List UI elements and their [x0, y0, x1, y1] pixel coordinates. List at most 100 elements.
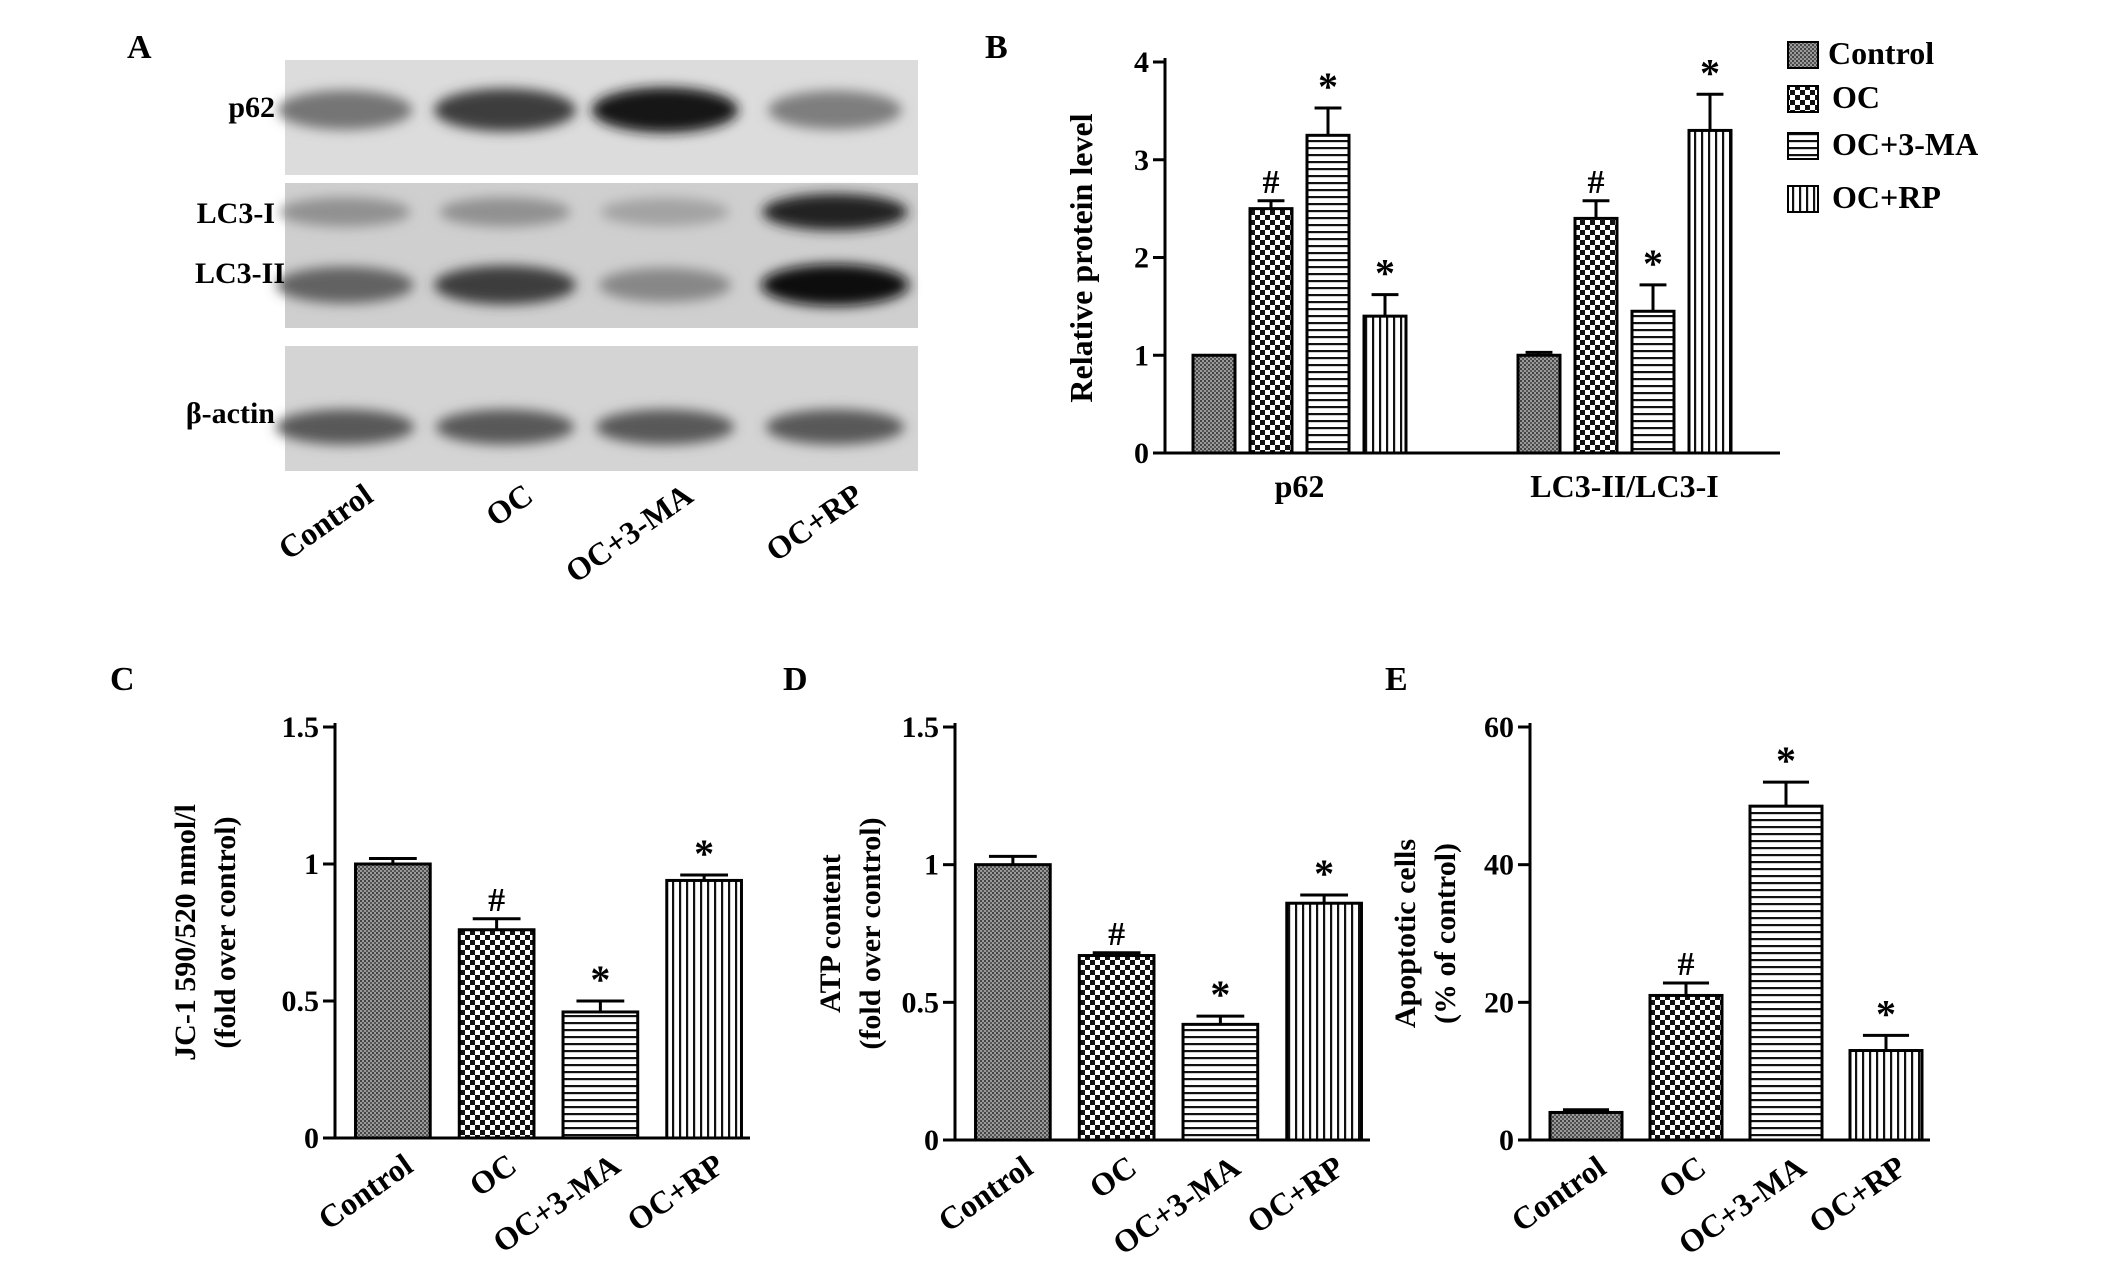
chart-b-p62-oc-rp-bar [1362, 314, 1408, 455]
chart-d-y-tick-label-2: 1 [924, 849, 939, 882]
chart-b-lc3-ii-lc3-i-oc-rp-significance-mark: * [1700, 50, 1720, 95]
blot-band-lc3ii-intensity-0 [276, 266, 414, 304]
chart-b-x-label-lc3-ii-lc3-i: LC3-II/LC3-I [1530, 468, 1718, 504]
chart-b-y-tick-label-3: 3 [1134, 144, 1149, 177]
chart-b-lc3-ii-lc3-i-oc-3-ma-bar [1630, 309, 1676, 455]
chart-b-lc3-ii-lc3-i-oc-bar [1573, 216, 1619, 455]
chart-e-control-bar [1548, 1110, 1624, 1142]
chart-d-oc-rp-significance-mark: * [1314, 851, 1334, 896]
chart-b-lc3-ii-lc3-i-oc-rp-bar [1687, 128, 1733, 455]
chart-d-control-x-label: Control [931, 1148, 1039, 1238]
blot-lane-label-control: Control [271, 476, 379, 566]
blot-band-lc3ii-intensity-1 [434, 265, 576, 305]
panel-letter-b: B [985, 29, 1008, 66]
blot-band-lc3i-intensity-0 [279, 197, 411, 227]
chart-c-control-x-label: Control [311, 1146, 419, 1236]
chart-e-y-tick-label-1: 20 [1484, 986, 1514, 1019]
chart-b-y-tick-label-2: 2 [1134, 242, 1149, 275]
chart-c-y-tick-label-2: 1 [304, 848, 319, 881]
blot-lane-label-oc-rp: OC+RP [759, 476, 869, 568]
chart-b-x-label-p62: p62 [1275, 468, 1325, 504]
blot-band-lc3i-intensity-2 [600, 197, 730, 227]
chart-b-p62-oc-bar [1248, 207, 1294, 455]
blot-bands [275, 87, 909, 445]
chart-e-oc-significance-mark: # [1678, 946, 1695, 983]
chart-c-oc-significance-mark: # [488, 882, 505, 919]
chart-c-oc-3-ma-bar [561, 1010, 640, 1140]
blot-band-p62-intensity-1 [434, 88, 576, 132]
blot-lane-labels: Control OC OC+3-MA OC+RP [271, 476, 869, 589]
chart-b-y-tick-label-1: 1 [1134, 339, 1149, 372]
chart-d-oc-bar [1077, 954, 1156, 1142]
chart-e-y-tick-label-0: 0 [1499, 1124, 1514, 1157]
blot-band-p62-intensity-2 [591, 87, 739, 133]
blot-label-beta-actin: β-actin [186, 397, 275, 430]
legend: Control OC OC+3-MA OC+RP [1787, 35, 1978, 215]
chart-b-y-tick-label-4: 4 [1134, 46, 1149, 79]
chart-b-y-tick-label-0: 0 [1134, 437, 1149, 470]
chart-c-y-axis-label-line-1: (fold over control) [209, 816, 242, 1048]
chart-e-control-x-label: Control [1504, 1148, 1612, 1238]
chart-b-p62-oc-rp-significance-mark: * [1375, 251, 1395, 296]
chart-d-y-tick-label-1: 0.5 [902, 986, 940, 1019]
chart-c-y-axis-label-line-0: JC-1 590/520 nmol/l [169, 804, 202, 1061]
chart-e-oc-3-ma-significance-mark: * [1776, 738, 1796, 783]
chart-b-p62-oc-significance-mark: # [1263, 164, 1280, 201]
chart-b-protein-level: 0 1 2 3 4 # * * p62 # * * LC3-II/LC3-I Relative prote… [1063, 46, 1780, 504]
chart-b-lc3-ii-lc3-i-oc-3-ma-significance-mark: * [1643, 241, 1663, 286]
legend-entry-oc: OC [1832, 79, 1880, 115]
legend-swatch-oc-rp [1787, 185, 1819, 213]
chart-c-oc-rp-bar [665, 878, 743, 1140]
chart-c-oc-rp-x-label: OC+RP [620, 1146, 730, 1238]
legend-swatch-oc-3-ma [1787, 132, 1819, 160]
legend-swatch-oc [1787, 85, 1819, 113]
chart-d-y-axis-label-line-1: (fold over control) [854, 817, 887, 1049]
chart-e-y-axis-label-line-1: (% of control) [1429, 843, 1462, 1024]
chart-d-oc-rp-bar [1285, 901, 1363, 1142]
chart-d-y-tick-label-3: 1.5 [902, 711, 940, 744]
chart-c-control-bar [354, 862, 432, 1140]
blot-label-lc3-i: LC3-I [197, 197, 275, 230]
chart-e-oc-rp-significance-mark: * [1876, 991, 1896, 1036]
blot-band-actin-intensity-2 [595, 409, 735, 445]
chart-c-y-tick-label-1: 0.5 [282, 985, 320, 1018]
blot-band-lc3i-intensity-1 [439, 197, 571, 227]
chart-e-oc-3-ma-bar [1748, 804, 1824, 1142]
blot-band-actin-intensity-0 [275, 409, 415, 445]
blot-lane-label-oc-3-ma: OC+3-MA [559, 476, 699, 589]
panel-letter-a: A [127, 29, 152, 66]
chart-e-y-tick-label-3: 60 [1484, 711, 1514, 744]
legend-entry-oc-3ma: OC+3-MA [1832, 126, 1978, 162]
chart-e-oc-x-label: OC [1652, 1148, 1712, 1205]
western-blot-panel: p62 LC3-I LC3-II β-actin Control OC OC+3-M… [186, 60, 918, 590]
legend-entry-oc-rp: OC+RP [1832, 179, 1941, 215]
blot-lane-label-oc: OC [479, 476, 539, 533]
blot-band-lc3i-intensity-3 [762, 193, 908, 231]
blot-band-lc3ii-intensity-3 [761, 264, 909, 306]
blot-label-p62: p62 [228, 91, 275, 124]
chart-d-oc-3-ma-significance-mark: * [1210, 972, 1230, 1017]
chart-c-oc-3-ma-significance-mark: * [590, 957, 610, 1002]
chart-c-oc-bar [457, 928, 536, 1140]
blot-band-actin-intensity-1 [435, 409, 575, 445]
chart-d-y-tick-label-0: 0 [924, 1124, 939, 1157]
legend-swatch-control [1787, 41, 1819, 69]
panel-letter-d: D [783, 661, 808, 698]
legend-entry-control: Control [1828, 35, 1934, 71]
chart-e-oc-rp-bar [1848, 1049, 1924, 1142]
chart-e-y-axis-label-line-0: Apoptotic cells [1389, 839, 1422, 1028]
chart-c-oc-x-label: OC [463, 1146, 523, 1203]
chart-b-p62-control-bar [1191, 353, 1237, 455]
blot-band-p62-intensity-3 [768, 90, 902, 130]
chart-e-oc-bar [1648, 993, 1724, 1142]
panel-letter-c: C [110, 661, 135, 698]
blot-band-actin-intensity-3 [765, 409, 905, 445]
chart-b-p62-oc-3-ma-significance-mark: * [1318, 64, 1338, 109]
chart-b-y-axis-label: Relative protein level [1063, 113, 1099, 402]
chart-c-y-tick-label-3: 1.5 [282, 711, 320, 744]
panel-letter-e: E [1385, 661, 1408, 698]
chart-d-oc-x-label: OC [1083, 1148, 1143, 1205]
chart-e-oc-rp-x-label: OC+RP [1802, 1148, 1912, 1240]
